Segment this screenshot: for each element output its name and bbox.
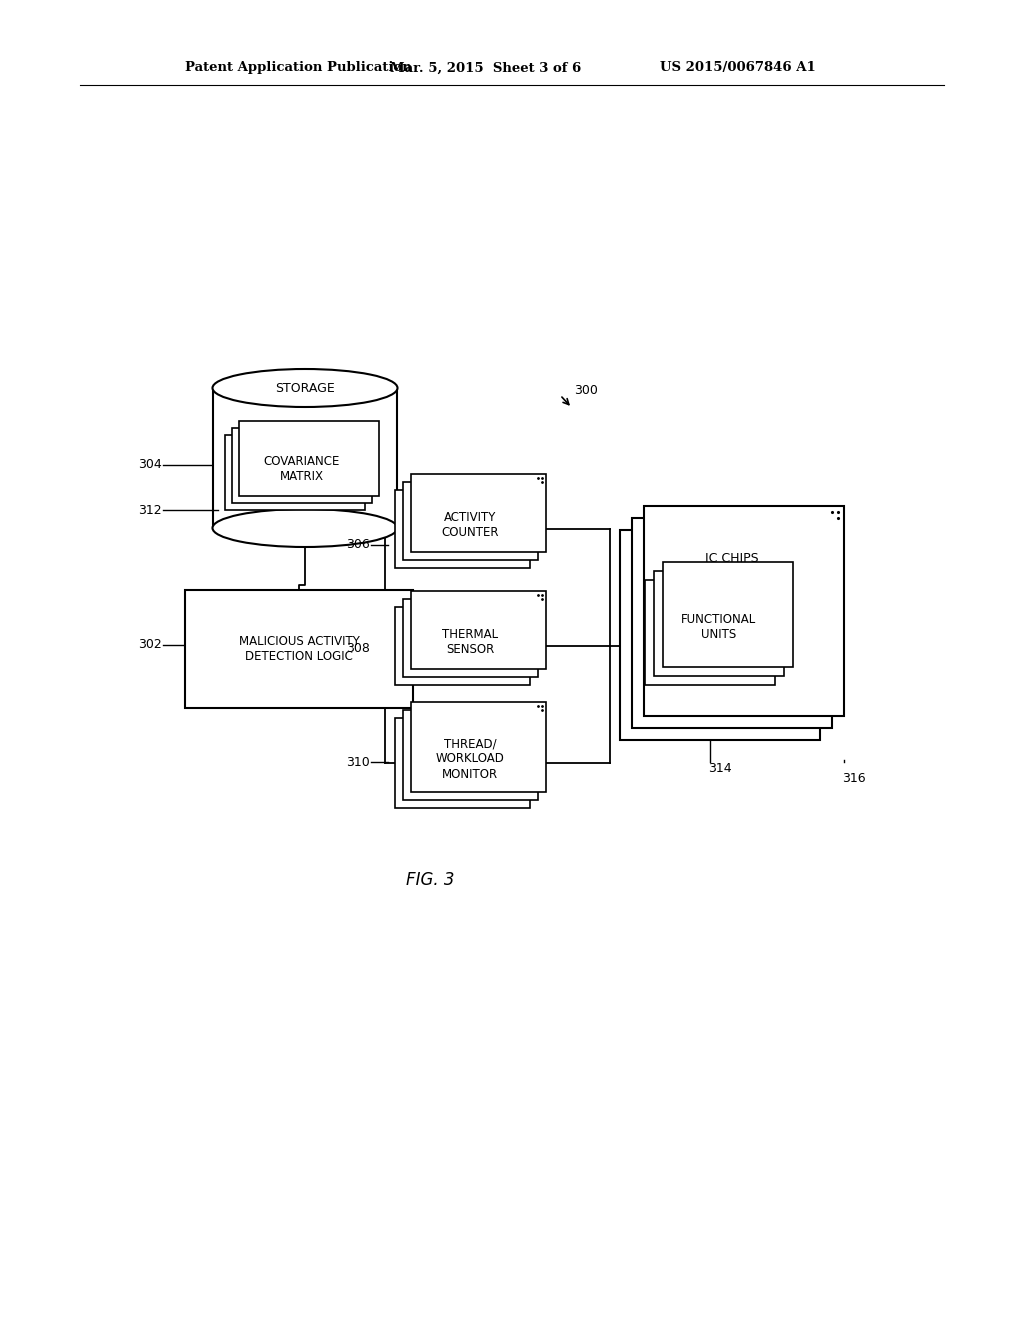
Text: STORAGE: STORAGE [275,381,335,395]
Bar [395,607,530,685]
Bar [239,421,379,496]
Bar [654,572,784,676]
Text: US 2015/0067846 A1: US 2015/0067846 A1 [660,62,816,74]
Text: 300: 300 [574,384,598,396]
Bar [403,599,538,677]
Bar [632,517,831,729]
Text: THERMAL
SENSOR: THERMAL SENSOR [442,628,498,656]
Text: Mar. 5, 2015  Sheet 3 of 6: Mar. 5, 2015 Sheet 3 of 6 [390,62,582,74]
Text: 308: 308 [346,642,370,655]
Text: 312: 312 [138,503,162,516]
Text: IC CHIPS: IC CHIPS [706,552,759,565]
Text: 302: 302 [138,639,162,652]
Bar [232,428,372,503]
Bar [411,474,546,552]
Text: 316: 316 [842,771,866,784]
Text: 304: 304 [138,458,162,471]
Bar [395,490,530,568]
Text: COVARIANCE
MATRIX: COVARIANCE MATRIX [264,455,340,483]
Text: 314: 314 [709,762,732,775]
Bar [395,718,530,808]
Bar [644,506,844,715]
Text: 306: 306 [346,539,370,552]
Ellipse shape [213,370,397,407]
Text: THREAD/
WORKLOAD
MONITOR: THREAD/ WORKLOAD MONITOR [435,738,505,780]
Bar [411,591,546,669]
Bar [403,482,538,560]
Bar [663,562,793,667]
Text: FUNCTIONAL
UNITS: FUNCTIONAL UNITS [681,612,757,642]
Bar [645,579,775,685]
Bar [185,590,413,708]
Bar [411,702,546,792]
Bar [403,710,538,800]
Bar [225,436,365,510]
Text: Patent Application Publication: Patent Application Publication [185,62,412,74]
Text: ACTIVITY
COUNTER: ACTIVITY COUNTER [441,511,499,539]
Text: MALICIOUS ACTIVITY
DETECTION LOGIC: MALICIOUS ACTIVITY DETECTION LOGIC [239,635,359,663]
Text: 310: 310 [346,755,370,768]
Ellipse shape [213,510,397,546]
Text: FIG. 3: FIG. 3 [406,871,455,888]
Bar [620,531,820,741]
